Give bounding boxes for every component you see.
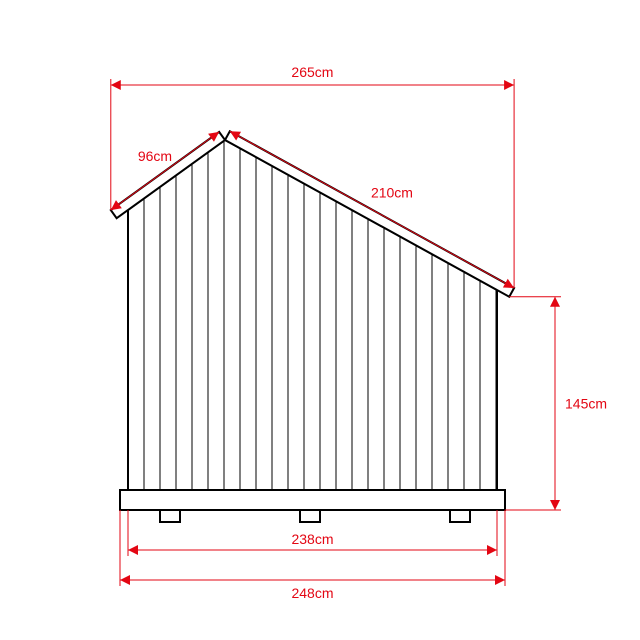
shed-diagram: 265cm 96cm 210cm 145cm 238cm 248cm: [0, 0, 640, 640]
dim-bottom-outer: 248cm: [291, 585, 333, 601]
dim-roof-left: 96cm: [138, 148, 172, 164]
dim-top-width: 265cm: [291, 64, 333, 80]
dim-right-height: 145cm: [565, 395, 607, 411]
dim-roof-right: 210cm: [371, 185, 413, 201]
dim-bottom-inner: 238cm: [291, 531, 333, 547]
